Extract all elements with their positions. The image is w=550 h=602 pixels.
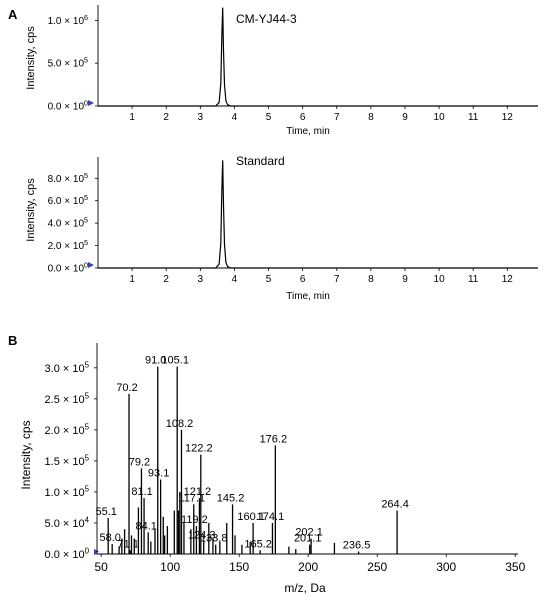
chromatogram-trace <box>98 160 538 269</box>
y-tick-label: 2.0 × 105 <box>45 422 90 436</box>
x-tick-label: 12 <box>502 274 514 285</box>
x-tick-label: 1 <box>129 112 135 123</box>
panel-label-a: A <box>8 7 18 22</box>
x-tick-label: 300 <box>436 560 456 574</box>
peak-label: 105.1 <box>161 355 189 367</box>
x-tick-label: 4 <box>232 112 238 123</box>
x-tick-label: 6 <box>300 112 306 123</box>
x-tick-label: 1 <box>129 274 135 285</box>
y-tick-label: 1.0 × 106 <box>48 13 88 27</box>
y-tick-label: 0.0 × 100 <box>48 99 88 113</box>
x-tick-label: 10 <box>434 274 446 285</box>
chart-title-sample: CM-YJ44-3 <box>236 12 297 26</box>
peak-label: 176.2 <box>260 433 288 445</box>
peak-label: 79.2 <box>129 456 150 468</box>
peak-label: 174.1 <box>257 511 285 523</box>
y-axis-marker-icon <box>88 100 94 106</box>
x-tick-label: 3 <box>198 274 204 285</box>
x-tick-label: 9 <box>402 274 408 285</box>
peak-label: 91.0 <box>145 355 166 367</box>
y-axis-label: Intensity, cps <box>25 26 37 90</box>
y-axis-label: Intensity, cps <box>19 420 33 489</box>
x-tick-label: 5 <box>266 274 272 285</box>
y-tick-label: 5.0 × 104 <box>45 516 90 530</box>
peak-label: 236.5 <box>343 540 371 552</box>
plot-area: 50 100 150 200 250 300 350 0.0 × 100 5.0 × 104 1.… <box>45 343 526 574</box>
peak-label: 84.1 <box>135 520 156 532</box>
peak-label: 165.2 <box>244 538 272 550</box>
x-tick-label: 2 <box>163 274 169 285</box>
x-tick-label: 8 <box>368 112 374 123</box>
peak-label: 201.1 <box>294 533 322 545</box>
y-axis-marker-icon <box>94 549 99 554</box>
x-tick-label: 10 <box>434 112 446 123</box>
y-tick-label: 5.0 × 105 <box>48 56 88 70</box>
peak-label: 117.1 <box>178 492 205 504</box>
x-tick-label: 9 <box>402 112 408 123</box>
peak-label: 133.8 <box>200 533 228 545</box>
x-tick-label: 4 <box>232 274 238 285</box>
y-tick-label: 2.0 × 105 <box>48 238 88 252</box>
peak-label: 264.4 <box>381 499 409 511</box>
chart-panel-b: B Intensity, cps m/z, Da 50 100 150 200 250 3… <box>8 333 526 595</box>
chart-title-standard: Standard <box>236 154 285 168</box>
x-tick-label: 12 <box>502 112 514 123</box>
x-axis-label: Time, min <box>286 126 330 137</box>
x-tick-label: 3 <box>198 112 204 123</box>
x-tick-label: 150 <box>229 560 249 574</box>
peak-label: 93.1 <box>148 468 169 480</box>
y-tick-label: 8.0 × 105 <box>48 171 88 185</box>
peak-label: 122.2 <box>185 443 213 455</box>
peak-label: 145.2 <box>217 492 245 504</box>
y-tick-label: 1.0 × 105 <box>45 485 90 499</box>
y-axis-label: Intensity, cps <box>25 178 37 242</box>
x-tick-label: 11 <box>468 274 479 285</box>
peak-label: 108.2 <box>166 418 194 430</box>
peak-label: 55.1 <box>95 506 116 518</box>
x-tick-label: 5 <box>266 112 272 123</box>
x-tick-label: 350 <box>505 560 525 574</box>
y-axis-marker-icon <box>88 262 94 268</box>
x-tick-label: 11 <box>468 112 479 123</box>
x-tick-label: 2 <box>163 112 169 123</box>
x-tick-label: 6 <box>300 274 306 285</box>
x-tick-label: 50 <box>94 560 108 574</box>
peak-label: 58.0 <box>99 532 120 544</box>
y-tick-label: 1.5 × 105 <box>45 454 90 468</box>
peak-label: 70.2 <box>116 382 137 394</box>
x-tick-label: 7 <box>334 274 340 285</box>
peak-label: 160.1 <box>237 511 265 523</box>
x-tick-label: 250 <box>367 560 387 574</box>
y-tick-label: 3.0 × 105 <box>45 360 90 374</box>
chromatogram-trace <box>98 7 538 107</box>
peak-label: 71.1 <box>118 538 139 550</box>
y-tick-label: 2.5 × 105 <box>45 391 90 405</box>
x-axis-label: m/z, Da <box>284 581 326 595</box>
peak-label: 121.2 <box>184 486 212 498</box>
y-tick-label: 6.0 × 105 <box>48 193 88 207</box>
x-axis-label: Time, min <box>286 291 330 302</box>
x-tick-label: 200 <box>298 560 318 574</box>
x-tick-label: 100 <box>160 560 180 574</box>
x-tick-label: 8 <box>368 274 374 285</box>
y-tick-label: 0.0 × 100 <box>45 547 90 561</box>
x-tick-label: 7 <box>334 112 340 123</box>
panel-label-b: B <box>8 333 17 348</box>
peak-label: 81.1 <box>131 486 152 498</box>
peak-label: 202.1 <box>295 526 323 538</box>
y-tick-label: 0.0 × 100 <box>48 261 88 275</box>
peak-label: 119.2 <box>181 514 208 526</box>
y-tick-label: 4.0 × 105 <box>48 216 88 230</box>
